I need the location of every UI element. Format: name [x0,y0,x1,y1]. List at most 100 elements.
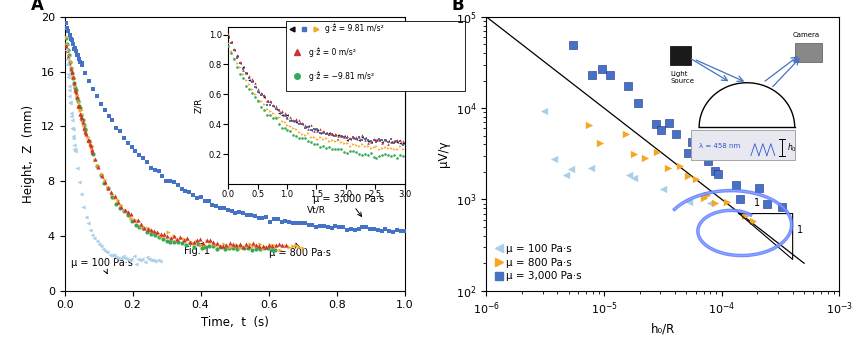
Text: 1: 1 [796,225,802,235]
Point [627,151,641,157]
Point [74,192,88,197]
Point [299,125,313,130]
Point [59,47,73,53]
Point [203,239,217,245]
Point [224,40,238,45]
Point [307,126,321,132]
Point [245,247,259,252]
Point [134,223,148,228]
Point [133,152,146,158]
Point [279,243,293,248]
Point [233,245,247,250]
Point [227,55,241,61]
Point [260,98,274,103]
Point [248,80,262,86]
Point [68,147,82,153]
Point [301,138,315,144]
Point [260,107,274,112]
Point [203,238,217,243]
Point [210,242,224,247]
Point [67,80,81,86]
Point [355,142,369,147]
Point [183,240,197,245]
Point [187,240,201,245]
Point [375,153,389,158]
Point [340,133,354,139]
Point [361,137,375,142]
Point [96,246,110,252]
Point [344,226,357,232]
Point [102,114,115,119]
Point [319,145,333,150]
Point [263,112,276,117]
Point [254,92,268,97]
Point [160,234,174,239]
Point [154,233,168,238]
Point [71,95,84,100]
Point [279,219,293,224]
Text: $h_0$: $h_0$ [787,141,796,154]
Point [128,222,142,227]
Point [98,107,112,113]
Point [224,49,238,54]
Point [148,168,162,173]
Point [190,195,204,200]
Point [349,142,362,148]
Point [233,244,247,249]
Point [279,242,293,247]
Point [357,137,371,142]
Point [232,241,246,247]
Point [88,156,102,161]
Point [381,153,395,158]
Point [348,227,362,232]
Point [73,59,87,65]
Point [243,243,257,248]
Point [242,82,256,87]
Point [242,73,256,78]
Point [269,104,282,109]
Point [108,193,121,199]
Point [621,83,635,89]
Point [65,126,79,131]
Point [66,136,80,141]
Point [289,133,303,138]
Point [257,101,270,107]
Point [105,194,119,199]
Point [357,135,371,141]
Point [277,112,291,118]
Point [72,103,86,108]
Point [149,259,163,264]
Point [356,225,369,230]
Point [224,50,238,56]
Point [186,193,200,198]
Legend: μ = 100 Pa·s, μ = 800 Pa·s, μ = 3,000 Pa·s: μ = 100 Pa·s, μ = 800 Pa·s, μ = 3,000 Pa… [492,240,586,286]
Point [367,137,381,143]
Point [133,224,146,230]
Point [195,245,208,250]
Point [69,89,83,95]
Point [390,155,404,161]
Point [207,239,220,244]
Point [197,242,211,248]
Point [183,240,197,246]
Point [176,240,189,246]
Point [161,230,175,235]
Point [296,245,310,251]
Point [217,242,231,247]
Point [379,137,393,143]
Point [135,256,149,262]
Point [105,253,119,258]
Point [384,140,398,145]
Point [275,125,288,130]
Point [79,131,93,136]
Point [230,242,244,248]
Text: g·ẑ̂ = 9.81 m/s²: g·ẑ̂ = 9.81 m/s² [325,24,384,33]
Point [393,138,407,143]
Point [82,138,96,144]
Point [70,92,84,97]
Point [316,137,330,142]
Point [281,122,294,127]
Point [357,143,371,148]
Point [293,136,307,141]
Point [248,85,262,90]
